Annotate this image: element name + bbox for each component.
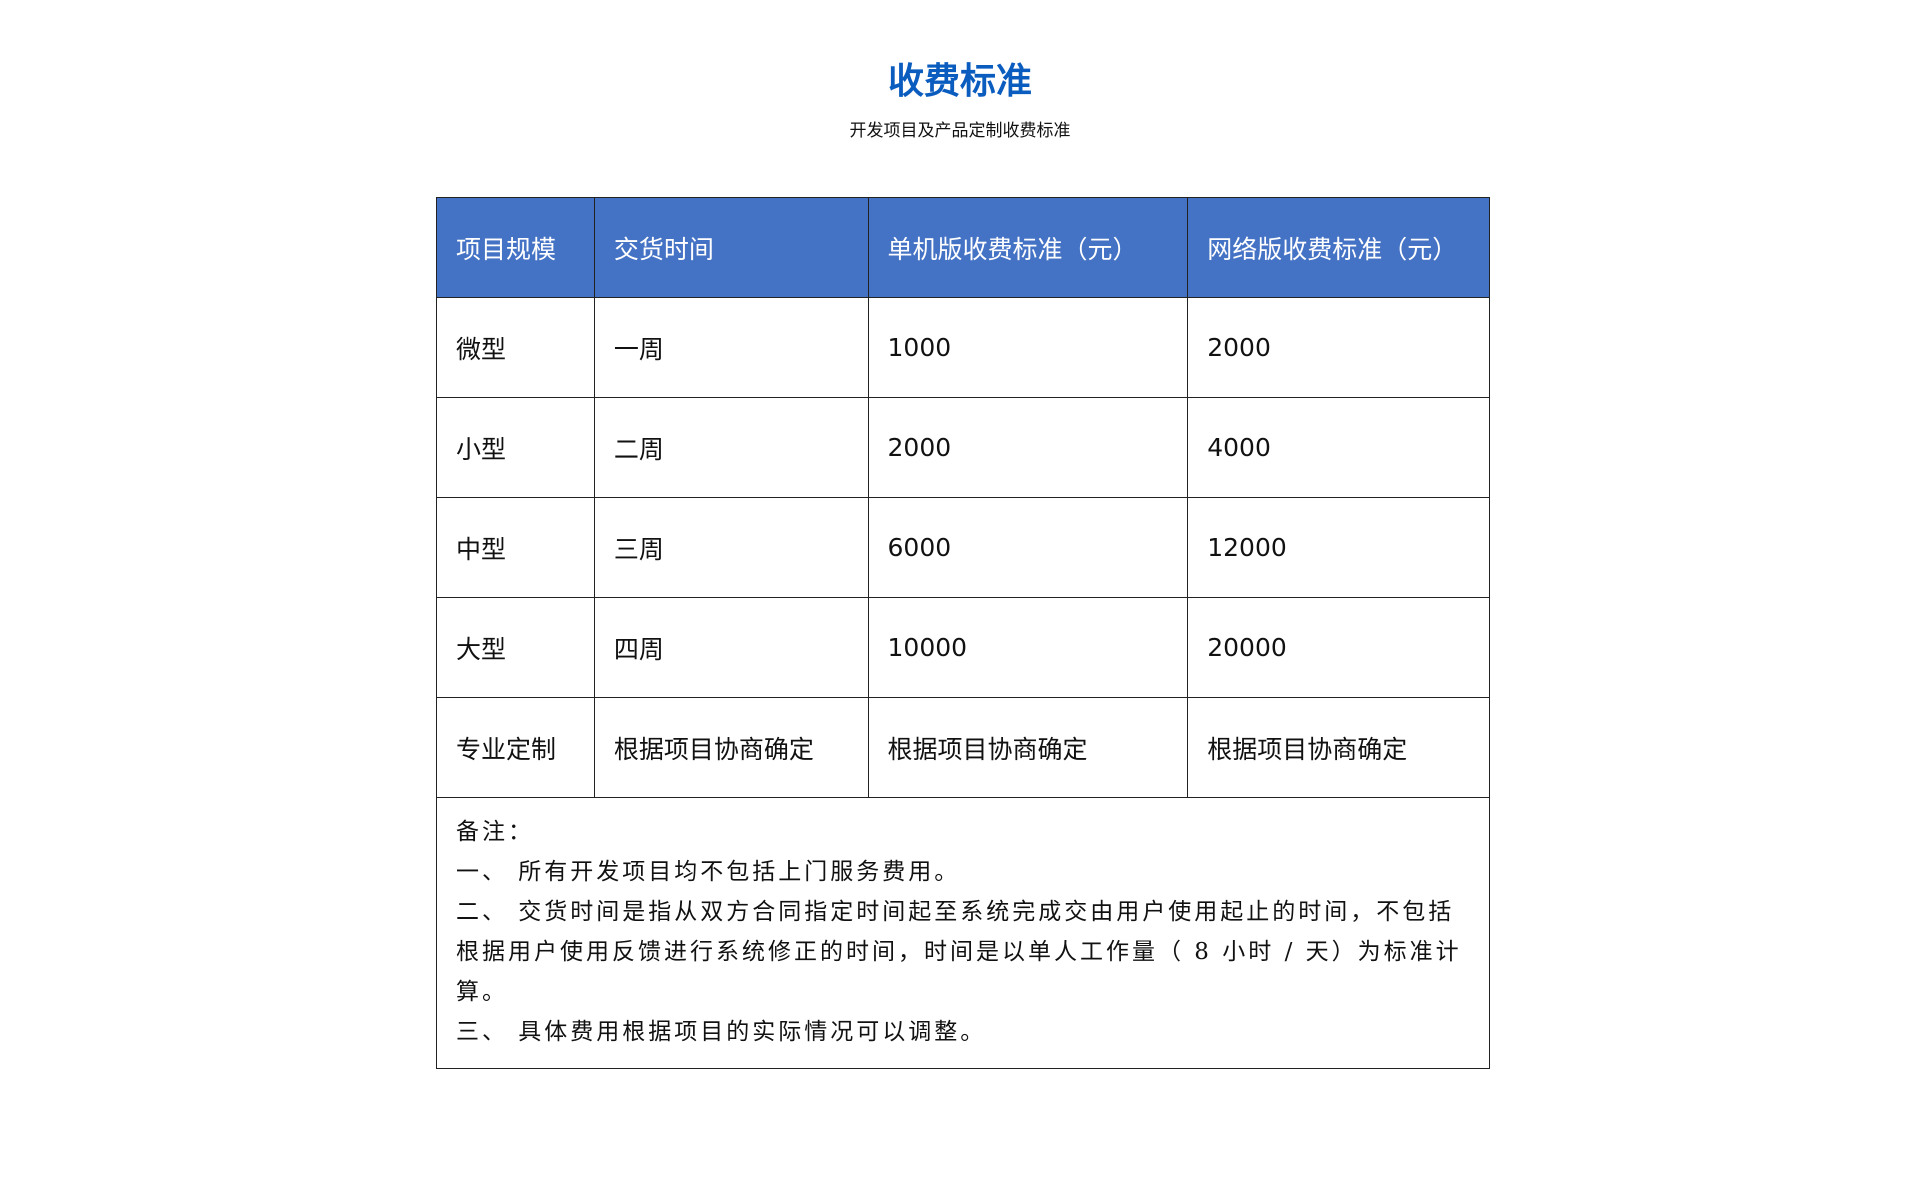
cell-standalone-price: 2000 (867, 397, 1189, 498)
header-network-price: 网络版收费标准（元） (1187, 197, 1490, 298)
note-item: 三、 具体费用根据项目的实际情况可以调整。 (456, 1019, 987, 1045)
header-standalone-price: 单机版收费标准（元） (867, 197, 1189, 298)
cell-network-price: 20000 (1187, 597, 1490, 698)
cell-scale: 专业定制 (436, 697, 595, 798)
cell-delivery-time: 一周 (593, 297, 869, 398)
cell-delivery-time: 根据项目协商确定 (593, 697, 869, 798)
cell-delivery-time: 二周 (593, 397, 869, 498)
page-title: 收费标准 (887, 61, 1032, 102)
note-item: 二、 交货时间是指从双方合同指定时间起至系统完成交由用户使用起止的时间，不包括根… (456, 899, 1462, 1005)
notes-row: 备注： 一、 所有开发项目均不包括上门服务费用。 二、 交货时间是指从双方合同指… (436, 797, 1490, 1069)
table-row: 中型 三周 6000 12000 (436, 497, 1490, 598)
cell-delivery-time: 三周 (593, 497, 869, 598)
cell-network-price: 4000 (1187, 397, 1490, 498)
table-row: 大型 四周 10000 20000 (436, 597, 1490, 698)
cell-network-price: 2000 (1187, 297, 1490, 398)
cell-scale: 微型 (436, 297, 595, 398)
cell-scale: 大型 (436, 597, 595, 698)
pricing-table: 项目规模 交货时间 单机版收费标准（元） 网络版收费标准（元） 微型 一周 10… (436, 197, 1490, 1069)
cell-standalone-price: 10000 (867, 597, 1189, 698)
cell-scale: 中型 (436, 497, 595, 598)
cell-standalone-price: 6000 (867, 497, 1189, 598)
cell-network-price: 12000 (1187, 497, 1490, 598)
cell-standalone-price: 根据项目协商确定 (867, 697, 1189, 798)
cell-delivery-time: 四周 (593, 597, 869, 698)
table-row: 专业定制 根据项目协商确定 根据项目协商确定 根据项目协商确定 (436, 697, 1490, 798)
page-subtitle: 开发项目及产品定制收费标准 (849, 121, 1071, 141)
notes-heading: 备注： (456, 819, 534, 845)
table-row: 微型 一周 1000 2000 (436, 297, 1490, 398)
note-item: 一、 所有开发项目均不包括上门服务费用。 (456, 859, 961, 885)
table-row: 小型 二周 2000 4000 (436, 397, 1490, 498)
cell-network-price: 根据项目协商确定 (1187, 697, 1490, 798)
notes-cell: 备注： 一、 所有开发项目均不包括上门服务费用。 二、 交货时间是指从双方合同指… (436, 797, 1490, 1069)
table-header-row: 项目规模 交货时间 单机版收费标准（元） 网络版收费标准（元） (436, 197, 1490, 298)
header-delivery-time: 交货时间 (593, 197, 869, 298)
cell-standalone-price: 1000 (867, 297, 1189, 398)
cell-scale: 小型 (436, 397, 595, 498)
header-scale: 项目规模 (436, 197, 595, 298)
